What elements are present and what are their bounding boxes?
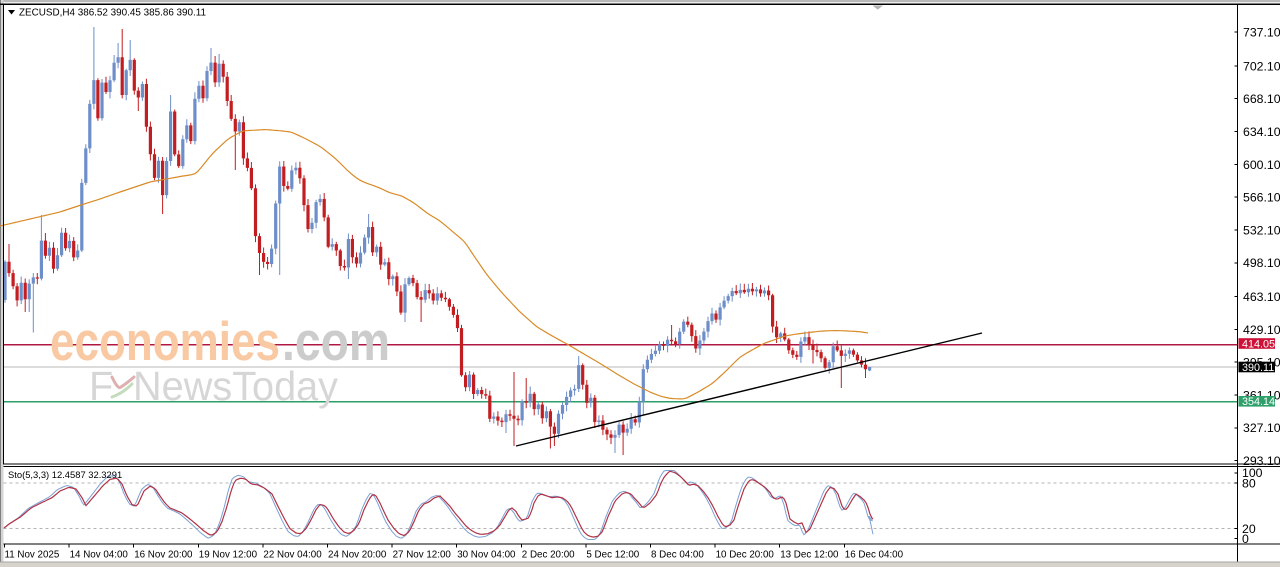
svg-text:20: 20 (1242, 522, 1256, 536)
svg-text:5 Dec 12:00: 5 Dec 12:00 (586, 550, 639, 561)
svg-text:327.10: 327.10 (1243, 421, 1280, 435)
svg-text:498.10: 498.10 (1243, 256, 1280, 270)
svg-text:532.10: 532.10 (1243, 223, 1280, 237)
svg-text:19 Nov 12:00: 19 Nov 12:00 (199, 550, 258, 561)
svg-text:FxNewsToday: FxNewsToday (89, 363, 339, 409)
svg-text:11 Nov 2025: 11 Nov 2025 (5, 550, 60, 561)
svg-text:429.10: 429.10 (1243, 323, 1280, 337)
svg-text:80: 80 (1242, 477, 1256, 491)
svg-text:30 Nov 04:00: 30 Nov 04:00 (457, 550, 516, 561)
svg-text:2 Dec 20:00: 2 Dec 20:00 (522, 550, 575, 561)
svg-text:354.14: 354.14 (1242, 396, 1275, 408)
svg-text:22 Nov 04:00: 22 Nov 04:00 (263, 550, 322, 561)
svg-text:14 Nov 04:00: 14 Nov 04:00 (70, 550, 129, 561)
svg-text:600.10: 600.10 (1243, 158, 1280, 172)
svg-text:16 Nov 20:00: 16 Nov 20:00 (134, 550, 193, 561)
svg-text:27 Nov 12:00: 27 Nov 12:00 (393, 550, 452, 561)
svg-text:737.10: 737.10 (1243, 26, 1280, 40)
svg-text:293.10: 293.10 (1243, 454, 1280, 468)
svg-text:24 Nov 20:00: 24 Nov 20:00 (328, 550, 387, 561)
svg-text:390.11: 390.11 (1242, 362, 1274, 374)
svg-text:702.10: 702.10 (1243, 59, 1280, 73)
svg-text:.com: .com (282, 310, 390, 372)
svg-text:414.05: 414.05 (1242, 338, 1275, 350)
svg-text:634.10: 634.10 (1243, 125, 1280, 139)
svg-text:8 Dec 04:00: 8 Dec 04:00 (651, 550, 704, 561)
svg-text:13 Dec 12:00: 13 Dec 12:00 (780, 550, 839, 561)
svg-text:0: 0 (1242, 532, 1249, 546)
svg-text:16 Dec 04:00: 16 Dec 04:00 (845, 550, 904, 561)
svg-text:10 Dec 20:00: 10 Dec 20:00 (716, 550, 775, 561)
svg-text:ZECUSD,H4 386.52 390.45 385.8: ZECUSD,H4 386.52 390.45 385.86 390.11 (19, 8, 207, 19)
svg-text:Sto(5,3,3) 12.4587 32.3291: Sto(5,3,3) 12.4587 32.3291 (8, 469, 122, 480)
svg-text:668.10: 668.10 (1243, 92, 1280, 106)
svg-text:463.10: 463.10 (1243, 290, 1280, 304)
svg-text:100: 100 (1242, 466, 1263, 480)
svg-text:economies: economies (50, 310, 280, 372)
svg-text:566.10: 566.10 (1243, 191, 1280, 205)
